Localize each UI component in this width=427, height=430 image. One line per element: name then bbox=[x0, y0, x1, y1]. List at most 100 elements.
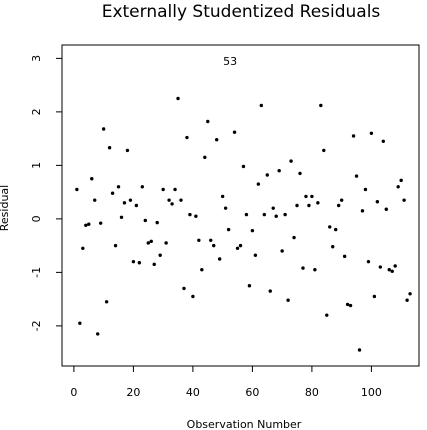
data-point bbox=[336, 203, 341, 208]
data-point bbox=[104, 300, 109, 304]
point-annotations: 53 bbox=[223, 55, 237, 68]
data-point bbox=[295, 203, 299, 208]
data-point bbox=[271, 206, 275, 210]
data-point bbox=[256, 182, 261, 186]
data-point bbox=[408, 292, 412, 296]
data-point bbox=[179, 198, 183, 202]
data-point bbox=[351, 134, 356, 138]
data-point bbox=[158, 253, 162, 257]
data-point bbox=[331, 244, 335, 249]
data-point bbox=[170, 202, 174, 206]
data-point bbox=[217, 257, 222, 261]
data-point bbox=[262, 212, 266, 217]
data-point bbox=[399, 178, 403, 183]
data-point bbox=[87, 222, 91, 226]
data-point bbox=[173, 187, 177, 192]
data-point bbox=[396, 185, 400, 189]
data-point bbox=[289, 159, 293, 163]
data-point bbox=[134, 203, 139, 208]
data-point bbox=[250, 228, 255, 233]
x-axis: 0 20 40 60 80 100 bbox=[70, 366, 382, 399]
data-points bbox=[75, 96, 412, 352]
data-point bbox=[98, 221, 103, 225]
data-point bbox=[232, 130, 237, 134]
y-axis: -2 -1 0 1 2 3 bbox=[30, 55, 62, 331]
data-point bbox=[146, 241, 150, 245]
data-point bbox=[375, 200, 380, 204]
data-point bbox=[241, 164, 246, 169]
data-point bbox=[220, 194, 225, 199]
data-point bbox=[390, 269, 394, 274]
y-tick-label: 1 bbox=[30, 162, 43, 169]
data-point bbox=[185, 135, 189, 140]
data-point bbox=[209, 238, 213, 242]
chart-title: Externally Studentized Residuals bbox=[102, 2, 381, 22]
data-point bbox=[140, 185, 145, 189]
data-point bbox=[176, 96, 180, 101]
data-point bbox=[405, 298, 409, 302]
data-point bbox=[253, 253, 258, 257]
data-point bbox=[360, 209, 365, 213]
data-point bbox=[313, 268, 317, 272]
data-point bbox=[325, 313, 329, 317]
data-point bbox=[322, 148, 326, 153]
data-point bbox=[304, 194, 308, 199]
data-point bbox=[393, 264, 397, 268]
data-point bbox=[247, 284, 252, 288]
y-tick-label: 0 bbox=[30, 215, 43, 222]
data-point bbox=[292, 235, 296, 240]
data-point bbox=[283, 212, 287, 217]
data-point bbox=[345, 302, 350, 307]
data-point bbox=[235, 246, 240, 250]
plot-area-frame bbox=[61, 44, 420, 367]
y-tick-label: 3 bbox=[30, 55, 43, 62]
data-point bbox=[122, 201, 127, 205]
data-point bbox=[84, 223, 88, 227]
y-tick-label: -2 bbox=[30, 320, 43, 331]
data-point bbox=[119, 215, 124, 219]
data-point bbox=[197, 238, 201, 242]
data-point bbox=[381, 139, 385, 143]
data-point bbox=[90, 177, 94, 181]
data-point bbox=[301, 266, 305, 270]
data-point bbox=[203, 155, 207, 160]
data-point bbox=[182, 286, 186, 291]
data-point bbox=[339, 198, 344, 202]
data-point bbox=[78, 321, 82, 325]
point-annotation-label: 53 bbox=[223, 55, 237, 68]
x-tick-label: 0 bbox=[70, 386, 77, 399]
data-point bbox=[348, 303, 353, 308]
data-point bbox=[372, 294, 377, 299]
data-point bbox=[280, 249, 284, 253]
data-point bbox=[363, 187, 368, 192]
data-point bbox=[161, 187, 165, 192]
data-point bbox=[342, 254, 347, 259]
data-point bbox=[316, 201, 320, 205]
data-point bbox=[110, 191, 115, 195]
data-point bbox=[310, 194, 314, 199]
x-axis-label: Observation Number bbox=[187, 418, 302, 430]
data-point bbox=[149, 239, 153, 244]
data-point bbox=[215, 137, 219, 142]
data-point bbox=[384, 207, 388, 211]
data-point bbox=[286, 298, 290, 302]
data-point bbox=[125, 148, 130, 153]
data-point bbox=[81, 246, 85, 250]
data-point bbox=[131, 259, 136, 264]
data-point bbox=[402, 198, 406, 202]
data-point bbox=[319, 103, 323, 108]
y-axis-label: Residual bbox=[0, 185, 11, 231]
data-point bbox=[277, 169, 281, 173]
data-point bbox=[268, 289, 272, 293]
x-tick-label: 20 bbox=[126, 386, 140, 399]
data-point bbox=[298, 171, 302, 176]
data-point bbox=[194, 214, 198, 218]
data-point bbox=[143, 218, 147, 223]
data-point bbox=[155, 220, 159, 225]
y-tick-label: 2 bbox=[30, 108, 43, 115]
data-point bbox=[238, 243, 243, 248]
x-tick-label: 80 bbox=[305, 386, 319, 399]
data-point bbox=[226, 227, 231, 232]
data-point bbox=[137, 261, 142, 265]
y-tick-label: -1 bbox=[30, 267, 43, 278]
